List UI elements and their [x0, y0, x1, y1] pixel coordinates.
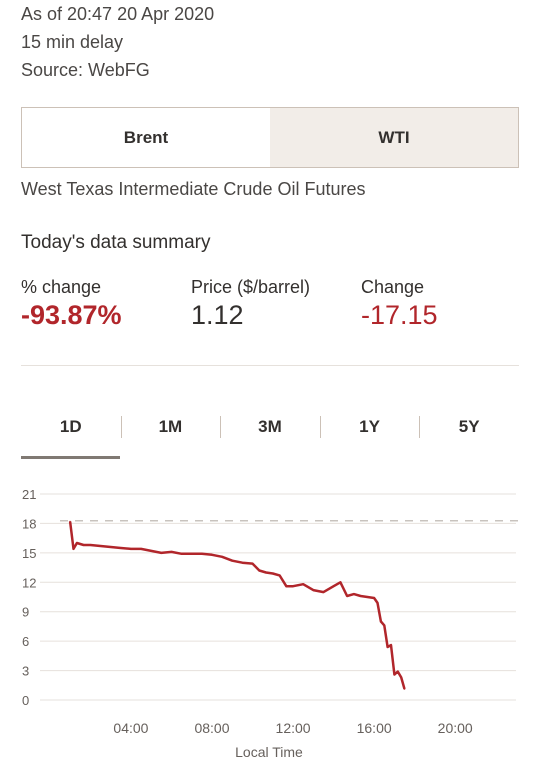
- data-point: [339, 581, 342, 584]
- data-point: [160, 552, 163, 554]
- tab-3m[interactable]: 3M: [220, 412, 320, 442]
- x-tick-label: 16:00: [357, 720, 392, 736]
- x-tick-label: 20:00: [438, 720, 473, 736]
- data-point: [322, 591, 325, 593]
- change-label: Change: [361, 277, 425, 297]
- x-axis-label: Local Time: [235, 744, 303, 760]
- x-tick-label: 12:00: [276, 720, 311, 736]
- x-tick-label: 08:00: [194, 720, 229, 736]
- tab-1m[interactable]: 1M: [120, 412, 221, 442]
- data-point: [397, 670, 399, 673]
- pct-change-stat: % change -93.87%: [21, 277, 122, 331]
- data-point: [82, 544, 85, 546]
- commodity-toggle: Brent WTI: [21, 107, 519, 168]
- change-stat: Change -17.15: [361, 277, 438, 331]
- data-point: [366, 596, 369, 598]
- y-tick-label: 12: [22, 575, 36, 590]
- data-point: [400, 676, 403, 679]
- y-tick-label: 6: [22, 634, 29, 649]
- pct-change-label: % change: [21, 277, 102, 297]
- data-point: [251, 562, 254, 565]
- instrument-name: West Texas Intermediate Crude Oil Future…: [21, 179, 366, 199]
- tab-1d[interactable]: 1D: [59, 417, 82, 436]
- series-line: [68, 521, 406, 690]
- data-point: [258, 569, 261, 572]
- y-tick-label: 21: [22, 487, 36, 502]
- data-point: [170, 551, 173, 553]
- range-tabs: 1D 1M 3M 1Y 5Y: [21, 412, 519, 442]
- data-point: [346, 595, 348, 597]
- y-tick-label: 15: [22, 546, 36, 561]
- data-point: [130, 548, 132, 550]
- data-point: [120, 547, 122, 549]
- toggle-brent[interactable]: Brent: [22, 108, 270, 167]
- data-point: [285, 585, 288, 587]
- y-tick-label: 9: [22, 605, 29, 620]
- data-point: [383, 624, 386, 627]
- quote-meta: As of 20:47 20 Apr 2020 15 min delay Sou…: [21, 0, 214, 84]
- data-point: [386, 646, 389, 648]
- price-chart: 21 18 15 12 9 6 3 0 04:00 08:00 12:00 16:00 20:00 Loc…: [22, 487, 520, 760]
- data-point: [272, 572, 274, 575]
- summary-title: Today's data summary: [21, 232, 211, 253]
- data-point: [89, 544, 92, 546]
- source-note: Source: WebFG: [21, 60, 150, 80]
- data-point: [359, 595, 362, 597]
- data-point: [99, 545, 102, 547]
- data-point: [393, 673, 396, 676]
- data-point: [69, 520, 71, 523]
- data-point: [201, 553, 203, 555]
- data-point: [72, 548, 75, 550]
- data-point: [221, 556, 223, 558]
- data-point: [390, 644, 392, 646]
- price-label: Price ($/barrel): [191, 277, 311, 297]
- y-tick-label: 0: [22, 693, 29, 708]
- data-point: [403, 688, 406, 690]
- data-point: [265, 571, 267, 574]
- data-point: [312, 589, 315, 591]
- data-point: [190, 553, 193, 555]
- as-of-timestamp: As of 20:47 20 Apr 2020: [21, 4, 215, 24]
- data-point: [278, 574, 281, 577]
- data-point: [231, 559, 234, 562]
- data-point: [180, 553, 183, 555]
- pct-change-value: -93.87%: [21, 300, 122, 330]
- y-tick-label: 3: [22, 664, 29, 679]
- price-value: 1.12: [191, 300, 244, 330]
- x-tick-label: 04:00: [113, 720, 148, 736]
- data-point: [302, 583, 305, 585]
- y-tick-label: 18: [22, 516, 36, 531]
- delay-note: 15 min delay: [21, 32, 124, 52]
- section-divider: [21, 365, 519, 366]
- data-point: [241, 561, 244, 564]
- data-point: [109, 546, 112, 548]
- data-point: [211, 554, 213, 556]
- tab-1y[interactable]: 1Y: [319, 412, 420, 442]
- data-point: [332, 585, 335, 587]
- data-point: [353, 593, 355, 595]
- data-point: [140, 548, 142, 550]
- data-point: [376, 602, 379, 604]
- data-point: [76, 542, 78, 544]
- data-point: [380, 620, 382, 623]
- active-tab-indicator: [21, 456, 120, 459]
- data-point: [150, 550, 152, 552]
- change-value: -17.15: [361, 300, 438, 330]
- price-stat: Price ($/barrel) 1.12: [191, 277, 310, 331]
- data-point: [373, 597, 375, 599]
- tab-5y[interactable]: 5Y: [419, 412, 519, 442]
- toggle-wti[interactable]: WTI: [270, 108, 518, 167]
- data-point: [292, 585, 294, 587]
